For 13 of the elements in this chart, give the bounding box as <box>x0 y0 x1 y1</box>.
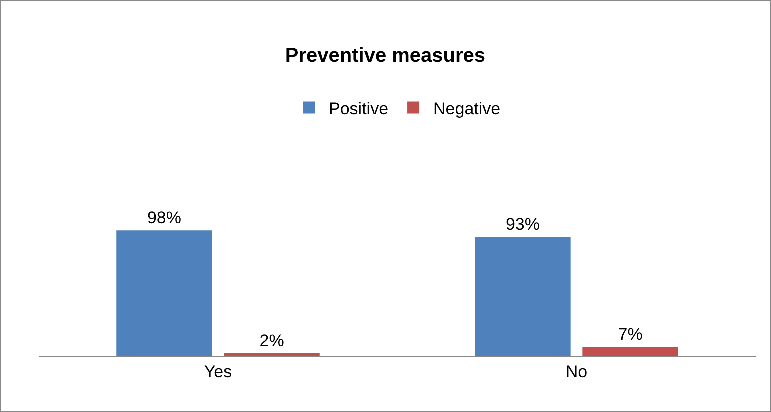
x-tick-label: Yes <box>204 362 232 382</box>
bar <box>475 237 571 356</box>
chart-title: Preventive measures <box>285 45 486 67</box>
data-label: 7% <box>618 325 643 344</box>
bar <box>224 353 320 356</box>
data-label: 98% <box>147 208 182 228</box>
legend-label: Negative <box>434 99 501 118</box>
bar <box>116 230 212 356</box>
bar <box>582 347 678 356</box>
legend-label: Positive <box>329 99 389 118</box>
x-tick-label: No <box>566 362 588 382</box>
data-label: 2% <box>260 331 284 350</box>
data-label: 93% <box>506 215 540 234</box>
